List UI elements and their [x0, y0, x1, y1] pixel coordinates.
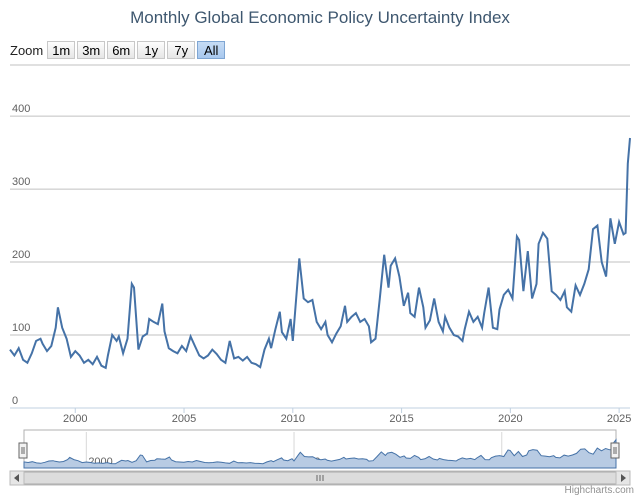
x-axis: 2000 2005 2010 2015 2020 2025	[10, 407, 631, 425]
x-tick-label: 2005	[172, 413, 196, 425]
scroll-right-button[interactable]	[615, 470, 631, 486]
chart-title: Monthly Global Economic Policy Uncertain…	[130, 8, 510, 27]
arrow-left-icon	[14, 474, 19, 482]
scroll-left-button[interactable]	[9, 470, 25, 486]
scrollbar-grip-icon	[316, 475, 324, 481]
navigator-left-handle[interactable]	[18, 442, 28, 459]
x-tick-label: 2015	[389, 413, 413, 425]
y-tick-label: 300	[12, 176, 30, 188]
x-tick-label: 2020	[498, 413, 522, 425]
series-line	[9, 137, 631, 370]
y-axis: 0 100 200 300 400	[12, 103, 30, 407]
credit-link[interactable]: Highcharts.com	[564, 485, 634, 496]
zoom-all-button[interactable]: All	[197, 41, 226, 59]
navigator[interactable]: 200020102020	[18, 429, 620, 469]
zoom-1y-button[interactable]: 1y	[137, 41, 166, 59]
zoom-label: Zoom	[10, 42, 44, 58]
x-tick-label: 2010	[281, 413, 305, 425]
zoom-1m-button[interactable]: 1m	[47, 41, 76, 59]
navigator-right-handle[interactable]	[610, 442, 620, 459]
x-tick-label: 2025	[607, 413, 631, 425]
x-tick-label: 2000	[63, 413, 87, 425]
navigator-area	[23, 438, 617, 469]
y-tick-label: 400	[12, 103, 30, 115]
zoom-3m-button[interactable]: 3m	[77, 41, 106, 59]
zoom-6m-button[interactable]: 6m	[107, 41, 136, 59]
y-tick-label: 0	[12, 395, 18, 407]
grid-lines	[10, 64, 630, 336]
scrollbar[interactable]	[9, 470, 631, 486]
y-tick-label: 200	[12, 249, 30, 261]
range-selector: Zoom 1m 3m 6m 1y 7y All	[10, 40, 227, 60]
arrow-right-icon	[621, 474, 626, 482]
zoom-7y-button[interactable]: 7y	[167, 41, 196, 59]
y-tick-label: 100	[12, 322, 30, 334]
